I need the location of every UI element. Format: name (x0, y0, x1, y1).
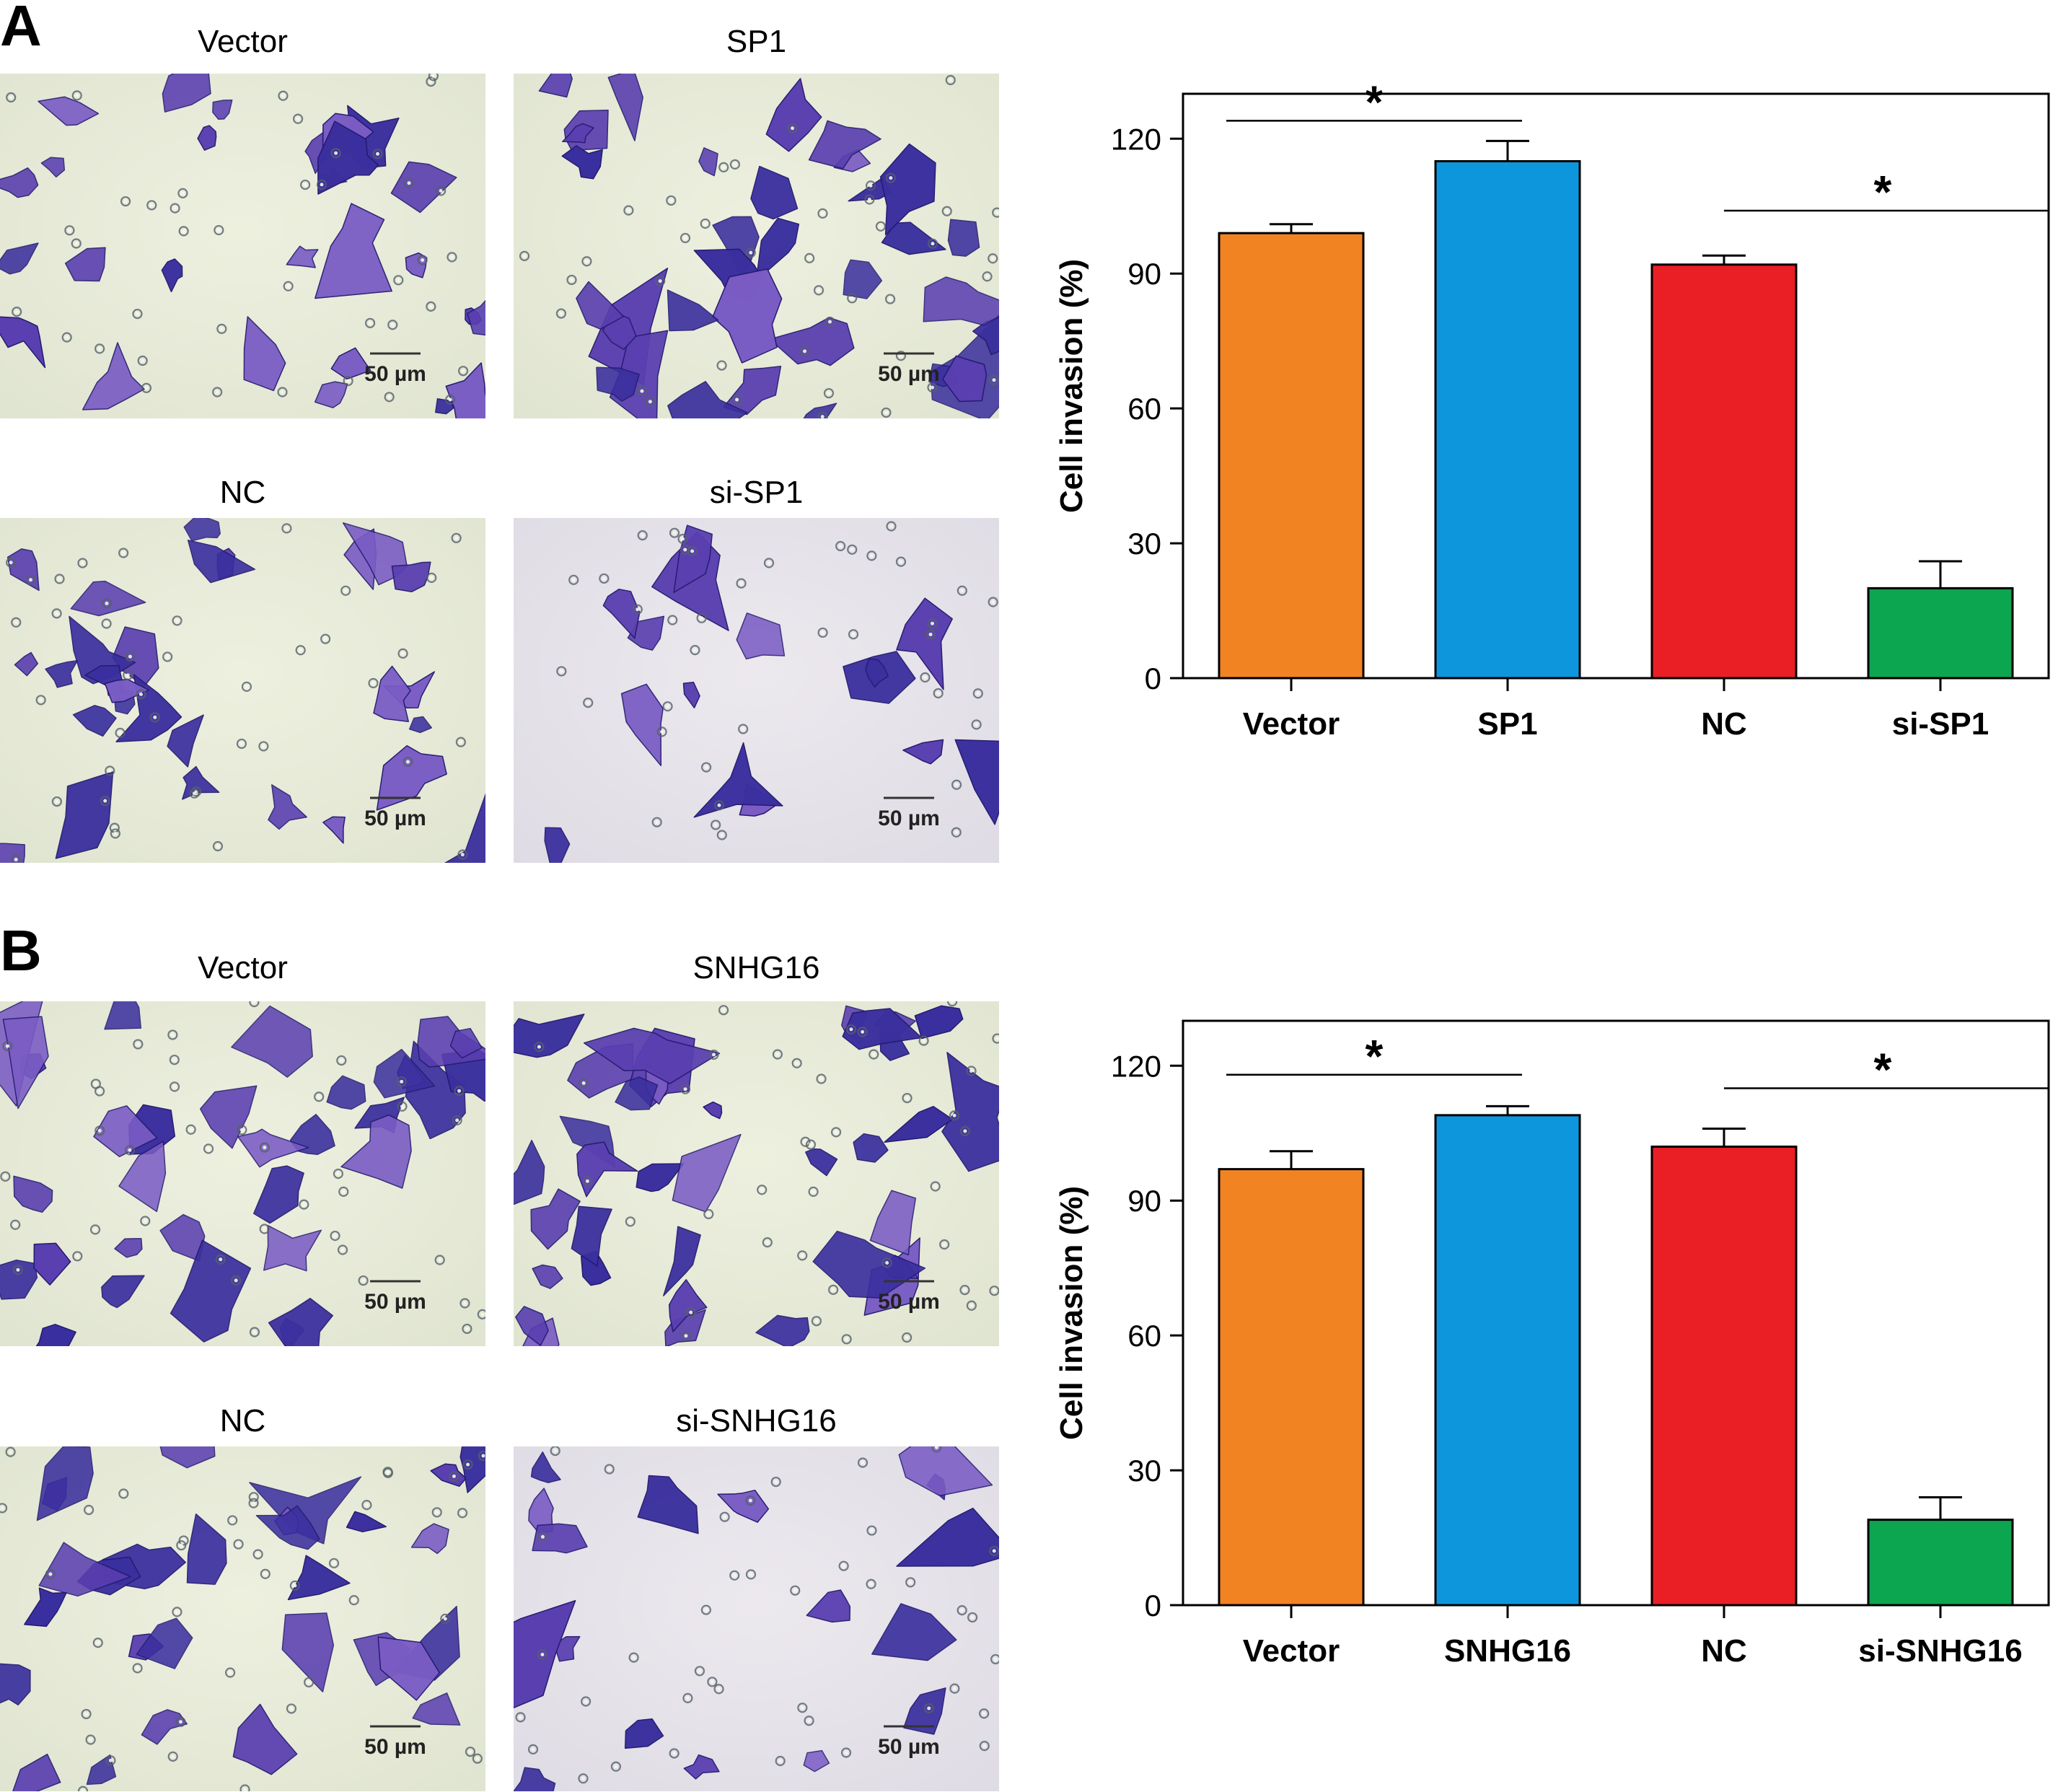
bar (1434, 159, 1581, 680)
x-tick-label: Vector (1243, 706, 1340, 742)
x-tick-label: si-SNHG16 (1858, 1633, 2022, 1669)
image-label: SNHG16 (692, 950, 820, 985)
image-label: SP1 (726, 24, 787, 59)
y-tick-label: 0 (1145, 662, 1161, 695)
bar-chart-b: 0 30 60 90 120 Cell invasion (%) Vector SNHG16 N… (1054, 1019, 2050, 1669)
bar (1867, 1519, 2014, 1607)
scale-bar-label: 50 µm (878, 362, 940, 386)
micrograph-image: 50 µm (0, 74, 485, 418)
micrograph-image: 50 µm (0, 1446, 485, 1791)
image-label: NC (219, 1403, 266, 1439)
plot-frame (1182, 92, 2050, 680)
micrograph-image: 50 µm (514, 74, 999, 418)
y-tick-label: 0 (1145, 1589, 1161, 1622)
image-label: Vector (198, 24, 288, 59)
significance-star: * (1366, 79, 1384, 128)
image-label: NC (219, 475, 266, 510)
image-label: si-SNHG16 (676, 1403, 837, 1439)
scale-bar-label: 50 µm (878, 1735, 940, 1759)
micrograph-image: 50 µm (514, 1446, 999, 1791)
bar (1434, 1114, 1581, 1607)
y-tick-label: 90 (1127, 1184, 1161, 1218)
significance-star: * (1874, 1043, 1892, 1095)
panel-letter-b: B (0, 918, 42, 983)
bar (1650, 263, 1798, 680)
scale-bar-label: 50 µm (364, 1290, 426, 1314)
x-tick-label: Vector (1243, 1633, 1340, 1669)
micrograph-image: 50 µm (0, 1001, 485, 1346)
micrograph-image: 50 µm (514, 518, 999, 863)
image-label: Vector (198, 950, 288, 985)
y-tick-label: 120 (1111, 122, 1161, 156)
x-tick-label: SP1 (1477, 706, 1537, 742)
micrograph-image: 50 µm (0, 518, 485, 863)
y-tick-label: 120 (1111, 1049, 1161, 1083)
significance-star: * (1874, 166, 1892, 218)
y-tick-label: 60 (1127, 1319, 1161, 1353)
bar (1650, 1145, 1798, 1607)
scale-bar-label: 50 µm (364, 362, 426, 386)
x-tick-label: SNHG16 (1444, 1633, 1571, 1669)
bar (1218, 232, 1365, 680)
y-axis-label: Cell invasion (%) (1054, 259, 1089, 513)
x-tick-label: NC (1701, 1633, 1747, 1669)
y-tick-label: 30 (1127, 1454, 1161, 1488)
x-tick-label: NC (1701, 706, 1747, 742)
bar-chart-a: 0 30 60 90 120 Cell invasion (%) Vector SP1 NC si… (1054, 79, 2050, 742)
micrograph-image: 50 µm (514, 1001, 999, 1346)
scale-bar-label: 50 µm (364, 807, 426, 830)
y-tick-label: 30 (1127, 527, 1161, 561)
x-tick-label: si-SP1 (1892, 706, 1989, 742)
scale-bar-label: 50 µm (364, 1735, 426, 1759)
significance-star: * (1366, 1030, 1384, 1082)
scale-bar-label: 50 µm (878, 1290, 940, 1314)
bar (1218, 1168, 1365, 1607)
bar (1867, 587, 2014, 680)
y-tick-label: 60 (1127, 392, 1161, 426)
panel-letter-a: A (0, 0, 42, 58)
y-axis-label: Cell invasion (%) (1054, 1186, 1089, 1440)
y-tick-label: 90 (1127, 257, 1161, 291)
plot-frame (1182, 1019, 2050, 1607)
scale-bar-label: 50 µm (878, 807, 940, 830)
image-label: si-SP1 (709, 475, 804, 510)
